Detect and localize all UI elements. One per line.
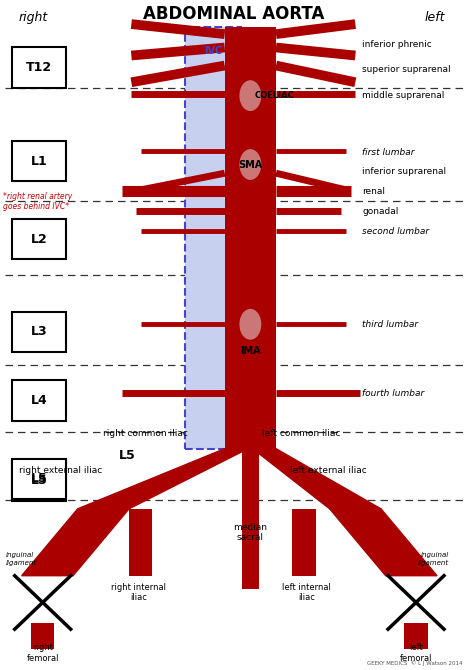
- Circle shape: [240, 310, 261, 339]
- Text: right common iliac: right common iliac: [103, 429, 188, 438]
- Circle shape: [240, 150, 261, 179]
- Text: L5: L5: [31, 472, 48, 485]
- Bar: [129, 509, 152, 576]
- Text: superior suprarenal: superior suprarenal: [362, 65, 451, 74]
- Circle shape: [240, 81, 261, 111]
- Text: inferior suprarenal: inferior suprarenal: [362, 168, 447, 176]
- Text: L5: L5: [31, 474, 48, 487]
- Bar: [242, 449, 259, 589]
- Text: right external iliac: right external iliac: [19, 466, 102, 474]
- Text: right
femoral: right femoral: [27, 643, 59, 663]
- Bar: [12, 141, 66, 181]
- Text: T12: T12: [27, 61, 53, 74]
- Text: right internal
iliac: right internal iliac: [111, 583, 166, 602]
- Text: inguinal
ligament: inguinal ligament: [5, 553, 36, 565]
- Text: L3: L3: [31, 325, 48, 338]
- Text: median
sacral: median sacral: [233, 523, 267, 542]
- Text: IVC: IVC: [204, 46, 222, 56]
- Text: first lumbar: first lumbar: [362, 148, 415, 157]
- Bar: [12, 459, 66, 498]
- Text: third lumbar: third lumbar: [362, 320, 419, 330]
- Text: inferior phrenic: inferior phrenic: [362, 40, 432, 49]
- Text: GEEKY MEDICS  © L J Watson 2014: GEEKY MEDICS © L J Watson 2014: [367, 661, 463, 666]
- Text: L1: L1: [31, 155, 48, 168]
- Text: L5: L5: [119, 449, 136, 462]
- Text: left
femoral: left femoral: [400, 643, 432, 663]
- Text: L2: L2: [31, 233, 48, 246]
- Text: COELIAC: COELIAC: [255, 91, 295, 100]
- Text: *right renal artery
goes behind IVC*: *right renal artery goes behind IVC*: [3, 192, 72, 211]
- Text: ABDOMINAL AORTA: ABDOMINAL AORTA: [143, 5, 325, 23]
- Bar: [12, 312, 66, 352]
- Bar: [31, 622, 55, 649]
- Bar: [12, 48, 66, 88]
- Bar: [292, 509, 316, 576]
- Text: fourth lumbar: fourth lumbar: [362, 389, 425, 398]
- Text: left common iliac: left common iliac: [262, 429, 340, 438]
- Text: renal: renal: [362, 187, 385, 196]
- Text: L4: L4: [31, 394, 48, 407]
- Text: IMA: IMA: [240, 346, 261, 356]
- Bar: [404, 622, 428, 649]
- Text: second lumbar: second lumbar: [362, 227, 429, 236]
- Polygon shape: [330, 509, 437, 576]
- Text: gonadal: gonadal: [362, 207, 399, 216]
- Bar: [185, 27, 241, 449]
- Bar: [12, 219, 66, 259]
- Text: middle suprarenal: middle suprarenal: [362, 91, 445, 100]
- Polygon shape: [78, 449, 248, 509]
- Bar: [225, 27, 276, 449]
- Text: left external iliac: left external iliac: [290, 466, 367, 474]
- Polygon shape: [22, 509, 129, 576]
- Text: inguinal
ligament: inguinal ligament: [418, 553, 449, 565]
- Text: SMA: SMA: [238, 159, 263, 170]
- Bar: [12, 461, 66, 500]
- Polygon shape: [253, 449, 381, 509]
- Text: left internal
iliac: left internal iliac: [282, 583, 331, 602]
- Bar: [12, 381, 66, 421]
- Text: left: left: [424, 11, 445, 24]
- Text: right: right: [19, 11, 48, 24]
